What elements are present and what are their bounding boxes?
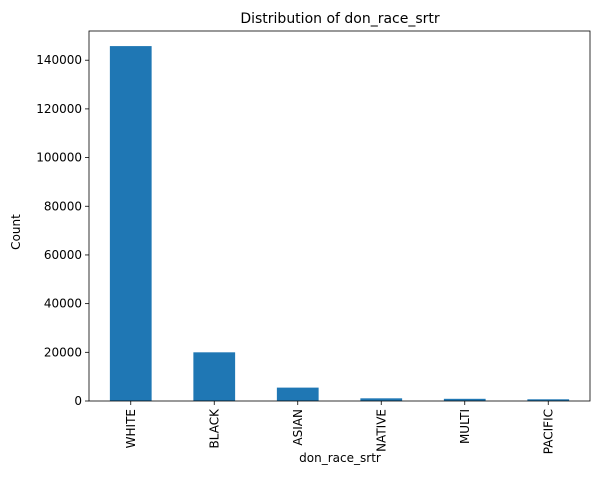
y-tick-label: 20000: [44, 345, 82, 359]
y-tick-label: 40000: [44, 297, 82, 311]
plot-area-frame: [88, 30, 591, 402]
y-tick-label: 80000: [44, 199, 82, 213]
y-tick-label: 100000: [36, 151, 82, 165]
x-tick-label: MULTI: [458, 409, 472, 444]
x-axis-label: don_race_srtr: [299, 451, 381, 465]
x-tick-label: WHITE: [124, 409, 138, 448]
bar-multi: [443, 398, 486, 401]
y-tick-label: 120000: [36, 102, 82, 116]
bar-asian: [276, 387, 319, 401]
x-axis-ticks: WHITE BLACK ASIAN NATIVE MULTI PACIFIC: [124, 401, 555, 454]
x-tick-label: BLACK: [207, 408, 221, 449]
x-tick-label: PACIFIC: [541, 409, 555, 454]
x-tick-label: ASIAN: [291, 409, 305, 446]
bar-native: [360, 398, 403, 401]
bar-white: [109, 46, 152, 402]
bars-group: [109, 46, 570, 402]
x-tick-label: NATIVE: [374, 409, 388, 452]
chart-title: Distribution of don_race_srtr: [240, 11, 440, 27]
y-tick-label: 60000: [44, 248, 82, 262]
bar-black: [193, 352, 236, 401]
y-axis-label: Count: [9, 214, 23, 250]
y-axis-ticks: 0 20000 40000 60000 80000 100000 120000 140000: [36, 53, 89, 408]
y-tick-label: 140000: [36, 53, 82, 67]
bar-pacific: [527, 399, 570, 401]
y-tick-label: 0: [74, 394, 82, 408]
